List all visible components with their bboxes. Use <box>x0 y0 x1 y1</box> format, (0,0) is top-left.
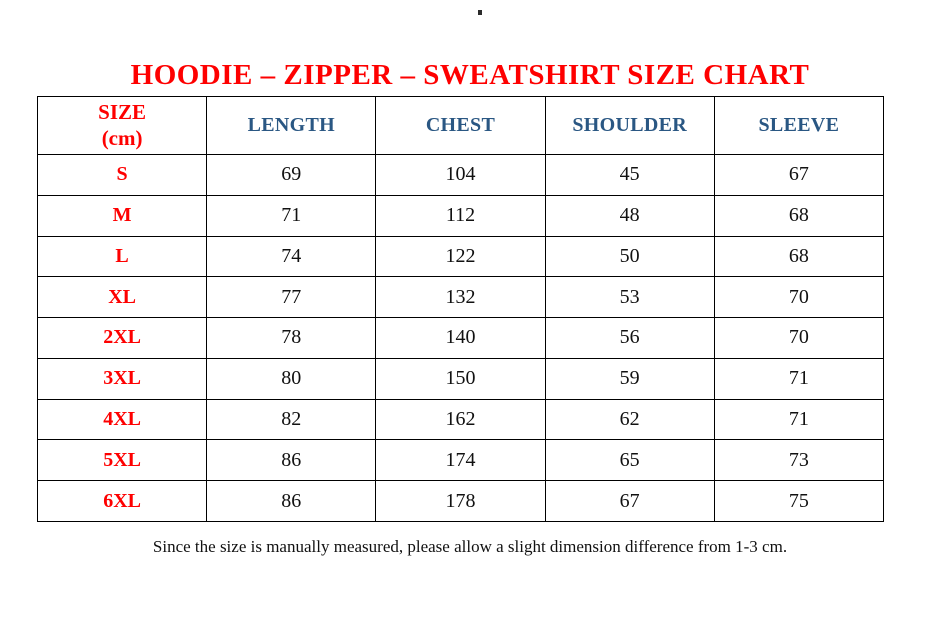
table-row-5xl: 5XL 86 174 65 73 <box>36 439 885 482</box>
shoulder-value: 53 <box>544 276 715 319</box>
page-title: HOODIE – ZIPPER – SWEATSHIRT SIZE CHART <box>130 59 810 92</box>
shoulder-value: 48 <box>544 194 715 237</box>
chest-value: 140 <box>375 317 546 359</box>
measurement-disclaimer: Since the size is manually measured, ple… <box>152 537 788 556</box>
table-row-xl: XL 77 132 53 70 <box>36 276 885 319</box>
length-value: 80 <box>206 357 377 400</box>
column-header-chest: CHEST <box>375 96 546 155</box>
sleeve-value: 67 <box>713 154 885 196</box>
column-header-shoulder: SHOULDER <box>544 96 715 155</box>
table-header-row: SIZE (cm) LENGTH CHEST SHOULDER SLEEVE <box>36 96 885 155</box>
size-chart-table: SIZE (cm) LENGTH CHEST SHOULDER SLEEVE S… <box>36 96 885 522</box>
length-value: 74 <box>206 235 377 278</box>
size-label: 4XL <box>36 398 208 441</box>
chest-value: 178 <box>375 480 546 522</box>
table-row-3xl: 3XL 80 150 59 71 <box>36 357 885 400</box>
stray-dot: . <box>478 10 482 15</box>
size-label: 6XL <box>36 480 208 522</box>
size-label: 3XL <box>36 357 208 400</box>
sleeve-value: 71 <box>713 398 885 441</box>
table-row-s: S 69 104 45 67 <box>36 154 885 196</box>
chest-value: 132 <box>375 276 546 319</box>
table-row-6xl: 6XL 86 178 67 75 <box>36 480 885 522</box>
length-value: 86 <box>206 480 377 522</box>
chest-value: 112 <box>375 194 546 237</box>
length-value: 82 <box>206 398 377 441</box>
chest-value: 150 <box>375 357 546 400</box>
sleeve-value: 68 <box>713 194 885 237</box>
chest-value: 122 <box>375 235 546 278</box>
shoulder-value: 65 <box>544 439 715 482</box>
size-label: S <box>36 154 208 196</box>
table-row-4xl: 4XL 82 162 62 71 <box>36 398 885 441</box>
size-unit-header: SIZE (cm) <box>36 96 208 155</box>
sleeve-value: 68 <box>713 235 885 278</box>
chest-value: 162 <box>375 398 546 441</box>
sleeve-value: 75 <box>713 480 885 522</box>
table-row-l: L 74 122 50 68 <box>36 235 885 278</box>
table-row-2xl: 2XL 78 140 56 70 <box>36 317 885 359</box>
shoulder-value: 59 <box>544 357 715 400</box>
size-label: 5XL <box>36 439 208 482</box>
sleeve-value: 71 <box>713 357 885 400</box>
length-value: 78 <box>206 317 377 359</box>
length-value: 77 <box>206 276 377 319</box>
shoulder-value: 62 <box>544 398 715 441</box>
length-value: 86 <box>206 439 377 482</box>
size-label: 2XL <box>36 317 208 359</box>
sleeve-value: 70 <box>713 317 885 359</box>
length-value: 69 <box>206 154 377 196</box>
size-label: L <box>36 235 208 278</box>
shoulder-value: 45 <box>544 154 715 196</box>
sleeve-value: 70 <box>713 276 885 319</box>
chest-value: 174 <box>375 439 546 482</box>
shoulder-value: 56 <box>544 317 715 359</box>
sleeve-value: 73 <box>713 439 885 482</box>
column-header-length: LENGTH <box>206 96 377 155</box>
column-header-sleeve: SLEEVE <box>713 96 885 155</box>
size-label: M <box>36 194 208 237</box>
table-row-m: M 71 112 48 68 <box>36 194 885 237</box>
chest-value: 104 <box>375 154 546 196</box>
shoulder-value: 50 <box>544 235 715 278</box>
length-value: 71 <box>206 194 377 237</box>
size-label: XL <box>36 276 208 319</box>
shoulder-value: 67 <box>544 480 715 522</box>
